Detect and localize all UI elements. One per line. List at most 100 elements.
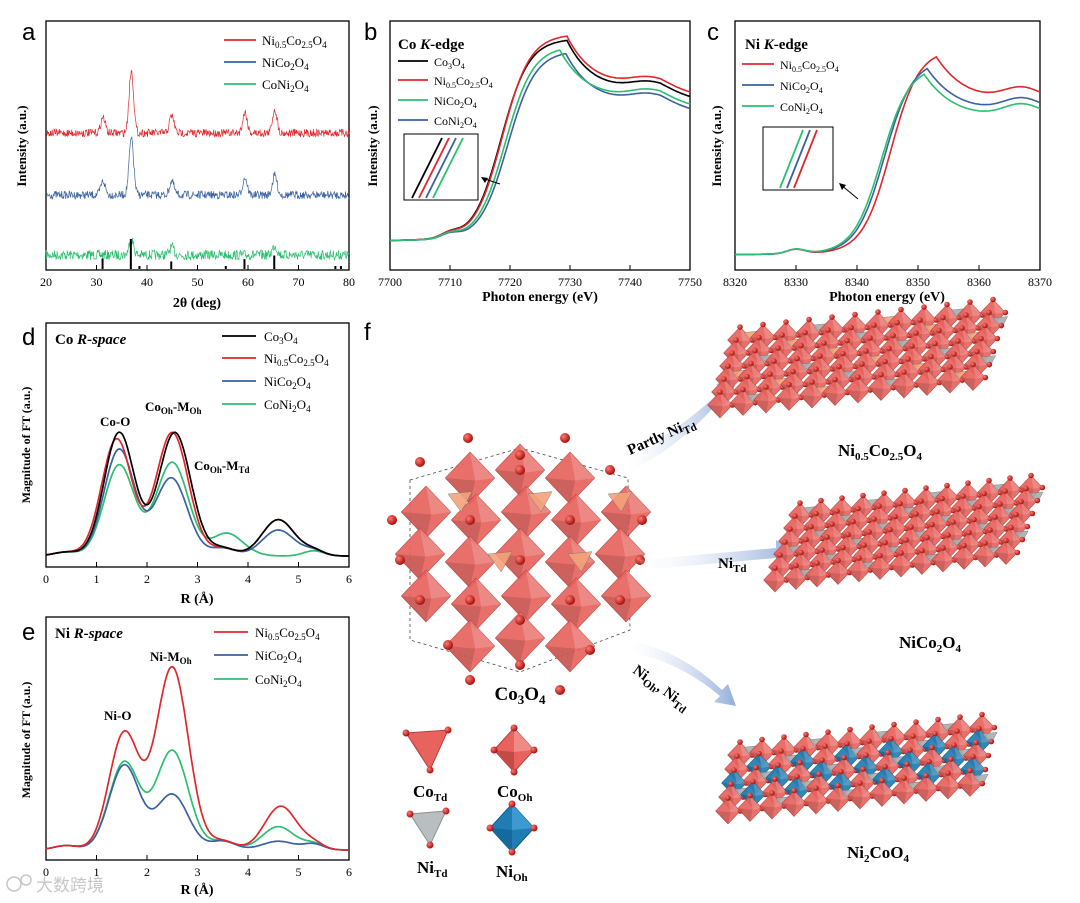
oxygen-atom [861, 542, 867, 548]
oxygen-atom [955, 506, 961, 512]
oxygen-atom [945, 770, 951, 776]
oxygen-atom [779, 332, 785, 338]
y-label-d: Magnitude of FT (a.u.) [19, 387, 33, 504]
co-td-tetrahedron-icon [402, 726, 452, 774]
ft-series-ni05co25o4 [45, 665, 349, 851]
tetrahedron [527, 491, 553, 513]
reference-sticks [101, 239, 342, 269]
x-tick-label: 5 [296, 865, 302, 879]
x-tick-label: 8330 [784, 275, 808, 289]
oxygen-atom [775, 345, 781, 351]
tetrahedron [567, 551, 593, 573]
oxygen-atom [777, 552, 783, 558]
octahedron [913, 775, 939, 802]
oxygen-atom [731, 767, 737, 773]
oxygen-atom [465, 595, 475, 605]
legend-label-nico2o4: NiCo2O4 [780, 79, 823, 95]
oxygen-atom [565, 595, 575, 605]
oxygen-atom [940, 314, 946, 321]
oxygen-atom [859, 361, 865, 367]
oxygen-atom [982, 540, 988, 546]
oxygen-atom [985, 752, 992, 759]
y-label-b: Intensity (a.u.) [365, 105, 380, 186]
oxygen-atom [944, 301, 950, 308]
oxygen-atom [988, 738, 995, 745]
x-tick-label: 7740 [618, 275, 642, 289]
oxygen-atom [902, 487, 908, 494]
oxygen-atom [976, 503, 982, 510]
oxygen-atom [921, 304, 927, 310]
plot-frame-b [389, 20, 691, 271]
inset-line [779, 129, 804, 189]
oxygen-atom [982, 766, 989, 773]
arrow-nitd [640, 540, 798, 570]
oxygen-atom [897, 500, 903, 507]
label-nico2o4: NiCo2O4 [899, 633, 962, 655]
oxygen-atom [782, 539, 788, 545]
oxygen-atom [733, 337, 739, 343]
oxygen-atom [752, 347, 758, 354]
xrd-series-nico2o4 [45, 136, 350, 200]
octahedron [781, 790, 807, 817]
oxygen-atom [990, 296, 996, 303]
oxygen-atom [955, 338, 961, 344]
octahedron [400, 569, 452, 623]
x-tick-label: 80 [343, 275, 355, 289]
legend-label-ni05: Ni0.5Co2.5O4 [434, 74, 493, 90]
octahedron [763, 567, 787, 593]
arrow-partly-nitd [626, 378, 736, 472]
tetrahedron [607, 491, 633, 513]
octahedron [803, 787, 829, 815]
oxygen-atom [772, 776, 778, 782]
oxygen-atom [882, 358, 888, 365]
oxygen-atom [951, 742, 957, 748]
ni-xanes-lines [735, 55, 1041, 256]
oxygen-atom [986, 309, 992, 316]
oxygen-atom [888, 735, 894, 742]
oxygen-atom [939, 495, 945, 502]
tetrahedron [980, 355, 997, 369]
legend-label-nico2o4: NiCo2O4 [264, 374, 311, 391]
x-tick-label: 8340 [845, 275, 869, 289]
inset-arrowhead-c [839, 183, 846, 190]
oxygen-atom [918, 498, 924, 504]
oxygen-atom [881, 490, 887, 496]
oxygen-atom [1023, 485, 1029, 492]
oxygen-atom [1013, 511, 1019, 518]
x-tick-label: 5 [296, 572, 302, 586]
oxygen-atom [982, 322, 988, 329]
oxygen-atom [926, 758, 932, 765]
x-label-c: Photon energy (eV) [829, 290, 945, 305]
oxygen-atom [819, 757, 825, 763]
oxygen-atom [844, 740, 850, 747]
x-ticks-b: 7700 7710 7720 7730 7740 7750 [378, 265, 702, 289]
oxygen-atom [890, 332, 896, 339]
oxygen-atom [928, 353, 934, 360]
annotation-ni-moh: Ni-MOh [150, 649, 192, 666]
oxygen-atom [740, 386, 746, 393]
oxygen-atom [903, 537, 909, 543]
oxygen-atom [806, 316, 812, 323]
x-tick-label: 4 [245, 865, 251, 879]
octahedron [822, 379, 848, 406]
oxygen-atom [841, 754, 847, 761]
x-tick-label: 4 [245, 572, 251, 586]
oxygen-atom [948, 756, 954, 762]
oxygen-atom [970, 753, 976, 760]
oxygen-atom [835, 557, 841, 564]
inset-line [425, 137, 457, 199]
x-tick-label: 60 [242, 275, 254, 289]
xanes-series-coni2o4 [389, 49, 691, 242]
oxygen-atom [813, 785, 819, 791]
oxygen-atom [819, 547, 825, 553]
y-label-e: Magnitude of FT (a.u.) [19, 682, 33, 799]
oxygen-atom [387, 515, 397, 525]
oxygen-atom [759, 736, 765, 743]
oxygen-atom [979, 780, 986, 787]
legend-label-coni2o4: CoNi2O4 [255, 672, 302, 689]
oxygen-atom [829, 314, 835, 320]
oxygen-atom [871, 516, 877, 522]
oxygen-atom [771, 358, 777, 364]
oxygen-atom [825, 729, 831, 735]
oxygen-atom [515, 555, 525, 565]
